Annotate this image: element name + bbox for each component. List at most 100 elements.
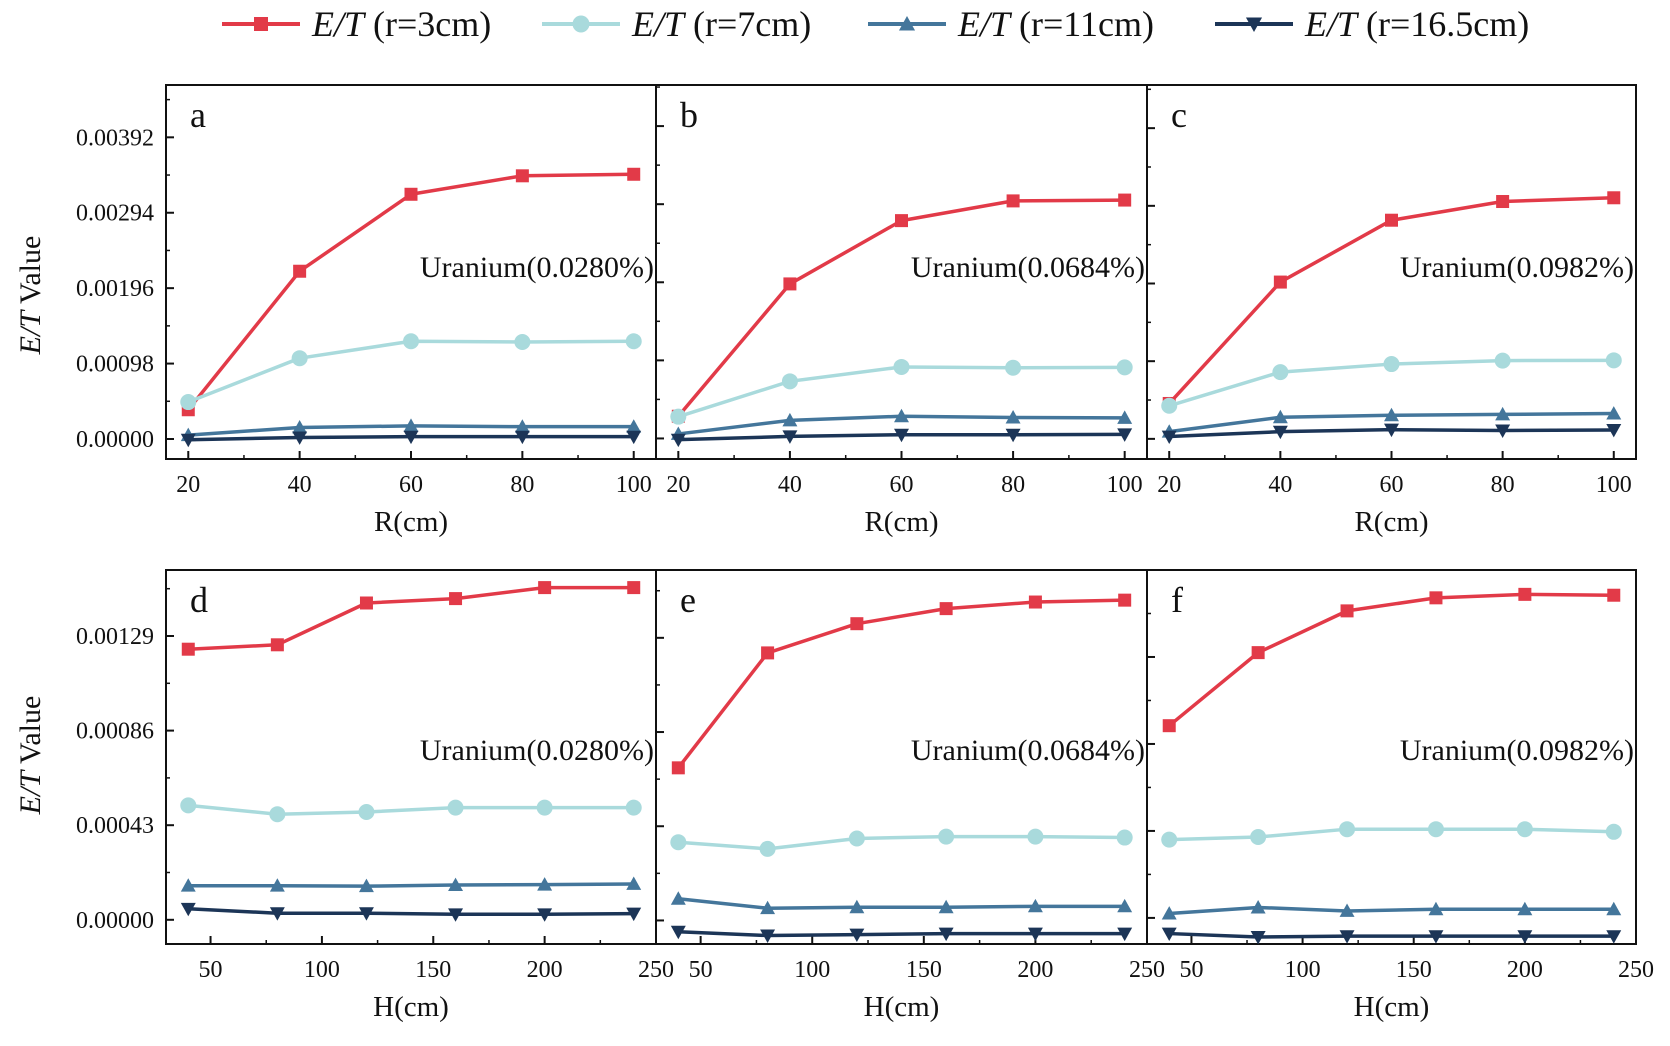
panel-e: 50 100 150 200 250 H(cm) e Uranium(0.0684%) [655, 569, 1165, 1023]
data-point [1518, 587, 1532, 601]
data-point [1339, 930, 1355, 944]
panel-letter: a [190, 95, 206, 135]
data-point [358, 907, 374, 921]
data-point [1027, 898, 1043, 913]
panel-f: 50 100 150 200 250 H(cm) f Uranium(0.0982%) [1146, 569, 1654, 1023]
series-1 [671, 593, 1132, 775]
data-point [670, 891, 686, 905]
data-point [1606, 901, 1622, 916]
uranium-annotation: Uranium(0.0684%) [911, 734, 1145, 767]
series-1 [181, 167, 641, 417]
panels: 20 40 60 80 100 0.00000 0.00098 0.00196 0.00294 0… [76, 84, 1654, 1023]
data-point [1273, 275, 1287, 289]
data-point [292, 419, 308, 434]
data-point [782, 412, 798, 427]
x-tick-label: 150 [1396, 957, 1432, 983]
y-tick-label: 0.00098 [76, 352, 154, 378]
data-point [403, 418, 419, 432]
data-point [626, 876, 642, 890]
data-point [1117, 898, 1133, 913]
series-4 [180, 430, 642, 448]
data-point [1027, 828, 1044, 845]
data-point [514, 419, 530, 433]
x-axis-title: R(cm) [374, 506, 448, 538]
series-line [1167, 196, 1614, 405]
legend-label: E/T (r=16.5cm) [1304, 4, 1529, 44]
uranium-annotation: Uranium(0.0280%) [420, 251, 654, 284]
series-4 [670, 925, 1133, 943]
data-point [893, 358, 910, 375]
x-tick-label: 60 [890, 472, 914, 498]
series-1 [671, 193, 1132, 423]
data-point [849, 928, 865, 943]
data-point [358, 804, 375, 820]
series-4 [180, 902, 642, 922]
uranium-annotation: Uranium(0.0280%) [420, 734, 654, 767]
legend-entry: E/T (r=16.5cm) [1215, 4, 1529, 44]
data-point [538, 581, 552, 595]
data-point [1118, 193, 1132, 207]
data-point [291, 350, 308, 367]
x-axis-title: H(cm) [373, 991, 449, 1023]
data-point [1161, 430, 1177, 445]
data-point [626, 430, 642, 445]
data-point [938, 927, 954, 942]
data-point [180, 797, 197, 814]
x-tick-label: 100 [304, 957, 340, 983]
legend: E/T (r=3cm) E/T (r=7cm) E/T (r=11cm) E/T (r… [222, 4, 1529, 44]
data-point [1383, 356, 1400, 373]
x-tick-label: 60 [399, 472, 423, 498]
legend-label-italic: E/T [631, 4, 687, 44]
panel-b: 20 40 60 80 100 R(cm) b Uranium(0.0684%) [655, 84, 1148, 538]
data-point [895, 214, 908, 228]
data-point [448, 877, 464, 892]
x-tick-label: 100 [616, 472, 652, 498]
data-point [180, 878, 196, 892]
series-1 [1162, 191, 1621, 410]
y-tick-label: 0.00196 [76, 276, 154, 302]
y-axis-title: E/T Value [14, 696, 47, 816]
data-point [760, 900, 776, 915]
data-point [515, 169, 529, 183]
series-line [1169, 931, 1614, 939]
series-3 [670, 891, 1133, 915]
legend-marker [898, 15, 916, 31]
data-point [293, 264, 307, 278]
series-3 [180, 418, 642, 442]
panel-c: 20 40 60 80 100 R(cm) c Uranium(0.0982%) [1146, 84, 1637, 538]
data-point [359, 596, 373, 610]
data-point [1118, 593, 1132, 607]
data-point [1116, 359, 1133, 376]
data-point [1517, 901, 1533, 916]
data-point [1607, 191, 1621, 205]
legend-label-rest: (r=7cm) [684, 4, 811, 44]
series-4 [670, 428, 1133, 448]
data-point [1427, 821, 1444, 838]
series-line [188, 585, 634, 651]
y-tick-label: 0.00000 [76, 908, 154, 934]
x-axis-title: R(cm) [1354, 506, 1428, 538]
data-point [1607, 588, 1621, 602]
panel-a: 20 40 60 80 100 0.00000 0.00098 0.00196 0.00294 0… [76, 84, 657, 538]
data-point [536, 799, 553, 816]
legend-label-rest: (r=11cm) [1010, 4, 1154, 44]
data-point [1251, 646, 1265, 660]
data-point [1028, 595, 1042, 609]
series-line [676, 598, 1125, 769]
legend-label: E/T (r=11cm) [957, 4, 1154, 44]
series-2 [1161, 352, 1622, 414]
panel-d: 50 100 150 200 250 0.00000 0.00043 0.00086 0.001… [76, 569, 674, 1023]
x-tick-label: 40 [1268, 472, 1292, 498]
data-point [269, 907, 285, 921]
x-tick-label: 20 [176, 472, 200, 498]
legend-marker [1245, 17, 1263, 33]
data-point [760, 929, 776, 943]
data-point [1161, 831, 1178, 848]
data-point [627, 581, 641, 595]
panel-letter: f [1171, 580, 1183, 620]
data-point [1516, 821, 1533, 838]
panel-letter: b [680, 95, 698, 135]
series-1 [1162, 587, 1621, 733]
data-point [448, 908, 464, 922]
data-point [1117, 927, 1133, 942]
